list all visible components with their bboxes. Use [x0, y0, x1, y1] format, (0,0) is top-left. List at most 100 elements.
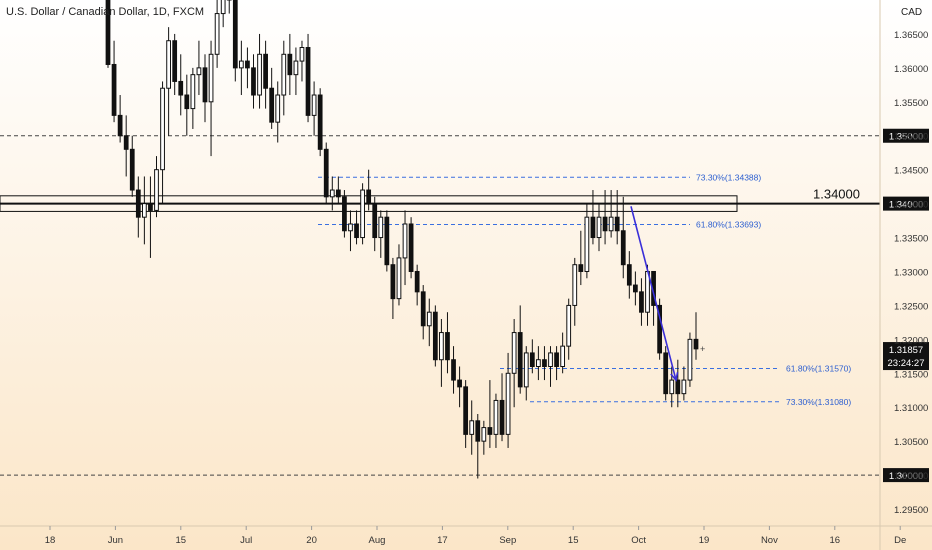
x-tick-label: Jul	[240, 535, 252, 546]
x-tick-label: Nov	[761, 535, 778, 546]
candle-body	[251, 67, 256, 96]
candle-body	[263, 53, 268, 89]
candle-body	[342, 196, 347, 232]
x-tick-label: Sep	[499, 535, 516, 546]
candle-body	[287, 53, 293, 76]
candle-body	[681, 379, 687, 395]
y-tick-label: 1.34500	[894, 166, 928, 177]
candle-body	[426, 311, 432, 327]
y-tick-label: 1.35500	[894, 98, 928, 109]
candle-body	[693, 338, 699, 350]
y-tick-label: 1.31000	[894, 403, 928, 414]
y-tick-label: 1.31500	[894, 369, 928, 380]
y-tick-label: 1.32500	[894, 301, 928, 312]
candle-body	[475, 420, 481, 442]
candle-body	[305, 47, 311, 116]
candle-body	[129, 148, 135, 191]
candle-body	[275, 94, 281, 123]
level-axis-label: 1.30000	[889, 471, 923, 482]
candle-body	[160, 87, 165, 171]
y-tick-label: 1.30000	[894, 471, 928, 482]
candle-body	[596, 216, 602, 239]
candle-body	[639, 291, 644, 313]
candle-body	[420, 291, 426, 327]
y-tick-label: 1.34000	[894, 200, 928, 211]
candle-body	[566, 304, 572, 347]
candle-body	[196, 67, 202, 76]
candle-body	[590, 216, 596, 239]
candle-body	[548, 352, 553, 368]
x-tick-label: Oct	[631, 535, 646, 546]
candle-body	[293, 60, 299, 76]
level-axis-label-bg	[883, 196, 929, 211]
last-price-crosshair-icon: +	[700, 344, 705, 354]
candle-body	[178, 80, 184, 96]
candle-body	[536, 359, 541, 368]
fib-level-label: 73.30%(1.34388)	[696, 172, 761, 182]
candle-body	[481, 427, 487, 442]
candle-body	[166, 40, 171, 89]
candle-body	[432, 311, 438, 361]
candle-body	[584, 216, 590, 272]
candle-body	[372, 203, 378, 239]
candle-body	[469, 420, 475, 435]
x-tick-label: 15	[568, 535, 579, 546]
candle-body	[214, 13, 220, 55]
candle-body	[675, 379, 681, 395]
candle-body	[257, 53, 262, 96]
candle-body	[687, 338, 693, 381]
bar-countdown-label: 23:24:27	[888, 358, 925, 369]
x-tick-label: 16	[830, 535, 841, 546]
x-tick-label: 18	[45, 535, 56, 546]
candle-body	[657, 304, 663, 354]
candle-body	[614, 216, 620, 232]
candle-body	[578, 264, 584, 272]
candle-body	[620, 230, 626, 266]
y-tick-label: 1.36000	[894, 64, 928, 75]
candle-body	[366, 189, 372, 205]
y-tick-label: 1.35000	[894, 132, 928, 143]
candle-body	[202, 67, 208, 103]
candle-body	[238, 60, 244, 69]
fib-level-label: 61.80%(1.31570)	[786, 364, 851, 374]
candle-body	[269, 87, 275, 123]
candle-body	[148, 203, 153, 211]
candle-body	[208, 53, 214, 103]
annotation-layer: +1.31857 23:24:27	[630, 206, 929, 382]
candle-body	[633, 284, 638, 293]
candle-body	[511, 332, 517, 374]
candle-body	[281, 53, 287, 96]
candle-body	[408, 223, 414, 272]
candle-body	[445, 332, 450, 361]
candle-body	[439, 332, 444, 361]
level-axis-label-bg	[883, 468, 929, 483]
candle-body	[560, 345, 566, 368]
candle-body	[499, 399, 505, 435]
candle-body	[245, 60, 250, 69]
candle-body	[517, 332, 523, 388]
y-tick-label: 1.32000	[894, 335, 928, 346]
currency-label: CAD	[901, 7, 922, 18]
candle-body	[396, 257, 402, 300]
candle-body	[232, 0, 238, 69]
candle-body	[117, 114, 123, 137]
candle-body	[220, 0, 226, 15]
candle-body	[354, 223, 359, 239]
x-tick-label: 17	[437, 535, 448, 546]
level-axis-label-bg	[883, 128, 929, 143]
candle-body	[487, 427, 493, 435]
candle-body	[457, 379, 462, 388]
candle-body	[311, 94, 317, 116]
candle-body	[299, 47, 305, 62]
candle-body	[463, 386, 469, 435]
last-price-label: 1.31857	[889, 345, 923, 356]
x-tick-label: Jun	[108, 535, 123, 546]
y-tick-label: 1.30500	[894, 437, 928, 448]
candle-body	[384, 216, 390, 266]
candle-body	[626, 264, 632, 286]
candle-body	[602, 216, 608, 232]
candle-body	[378, 216, 384, 239]
